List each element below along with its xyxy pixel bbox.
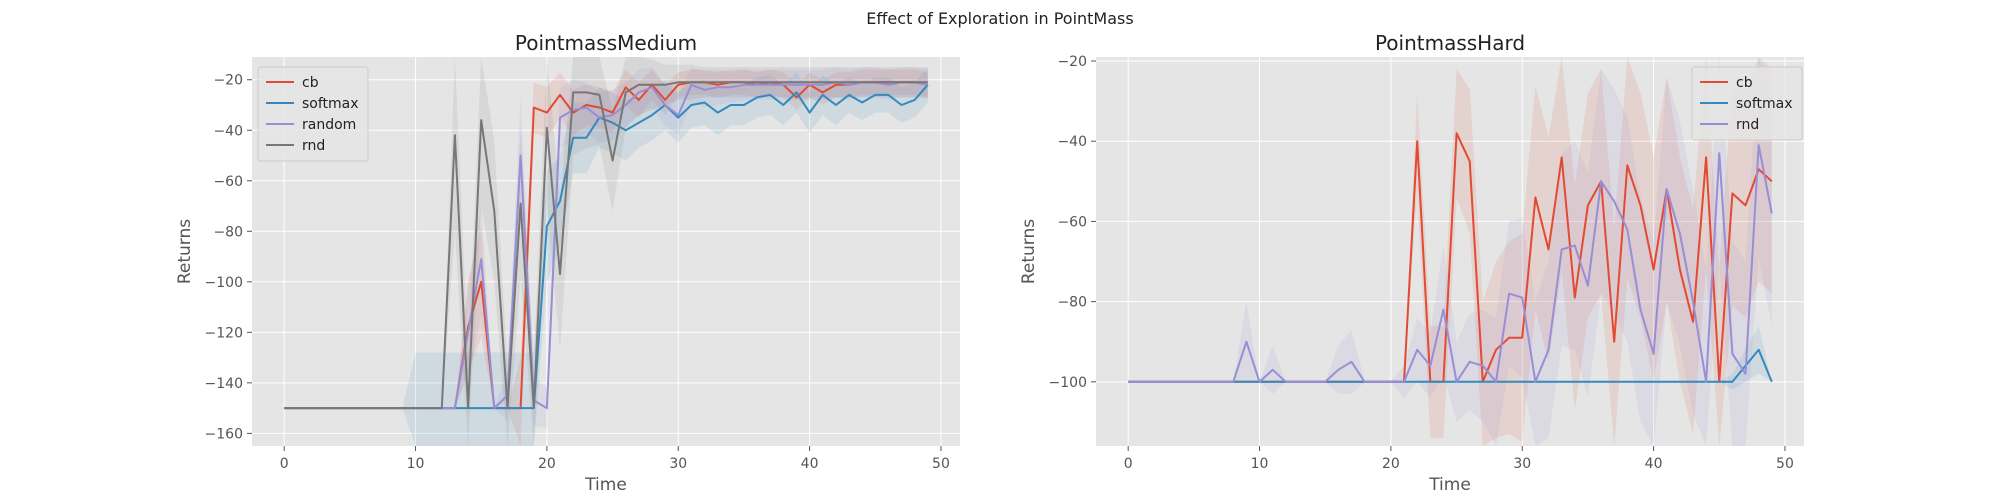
x-tick-label: 30: [1513, 456, 1531, 472]
y-tick-label: −20: [213, 73, 243, 89]
x-tick-label: 50: [932, 456, 950, 472]
y-tick-label: −100: [205, 275, 243, 291]
x-tick-label: 30: [669, 456, 687, 472]
y-tick-label: −20: [1057, 54, 1087, 70]
y-tick-label: −140: [205, 376, 243, 392]
x-tick-label: 40: [801, 456, 819, 472]
legend-label-cb: cb: [302, 75, 319, 91]
x-tick-label: 40: [1645, 456, 1663, 472]
x-tick-label: 50: [1776, 456, 1794, 472]
series-line-rnd: [284, 81, 928, 410]
y-tick-label: −80: [213, 224, 243, 240]
x-tick-label: 0: [280, 456, 289, 472]
panel-pointmass-hard: 0 10 20 30 40 50 −100 −80 −60 −40 −20 PointmassHard…: [1019, 31, 1804, 495]
legend-label-rnd: rnd: [1736, 117, 1759, 133]
pointmass-medium-legend: cb softmax random rnd: [257, 66, 369, 162]
y-tick-label: −160: [205, 426, 243, 442]
pointmass-hard-xlabel: Time: [1428, 475, 1471, 495]
y-tick-label: −60: [213, 174, 243, 190]
x-tick-label: 20: [538, 456, 556, 472]
legend-frame: [1691, 66, 1803, 141]
legend-label-cb: cb: [1736, 75, 1753, 91]
y-tick-label: −40: [213, 123, 243, 139]
x-tick-label: 10: [1251, 456, 1269, 472]
y-tick-label: −60: [1057, 214, 1087, 230]
panel-pointmass-medium: 0 10 20 30 40 50 −160 −140 −120 −100 −80 −60 −40 −20 P…: [175, 31, 960, 495]
x-tick-label: 0: [1124, 456, 1133, 472]
pointmass-medium-xlabel: Time: [584, 475, 627, 495]
x-tick-label: 20: [1382, 456, 1400, 472]
series-band-softmax: [284, 67, 928, 446]
legend-label-softmax: softmax: [302, 96, 359, 112]
x-tick-label: 10: [407, 456, 425, 472]
pointmass-medium-ylabel: Returns: [175, 219, 195, 284]
series-line-softmax: [1128, 348, 1773, 383]
figure-suptitle: Effect of Exploration in PointMass: [866, 9, 1133, 28]
pointmass-medium-plot-area: [252, 57, 960, 446]
y-tick-label: −40: [1057, 134, 1087, 150]
y-tick-label: −100: [1049, 375, 1087, 391]
y-tick-label: −80: [1057, 295, 1087, 311]
y-tick-label: −120: [205, 325, 243, 341]
pointmass-medium-title: PointmassMedium: [515, 31, 697, 55]
series-line-rnd: [1128, 144, 1773, 383]
series-band-rnd: [1128, 57, 1772, 446]
legend-label-softmax: softmax: [1736, 96, 1793, 112]
series-band-random: [284, 67, 928, 429]
pointmass-hard-ylabel: Returns: [1019, 219, 1039, 284]
legend-label-rnd: rnd: [302, 138, 325, 154]
pointmass-hard-legend: cb softmax rnd: [1691, 66, 1803, 141]
legend-label-random: random: [302, 117, 356, 133]
legend-frame: [257, 66, 369, 162]
pointmass-hard-title: PointmassHard: [1375, 31, 1525, 55]
